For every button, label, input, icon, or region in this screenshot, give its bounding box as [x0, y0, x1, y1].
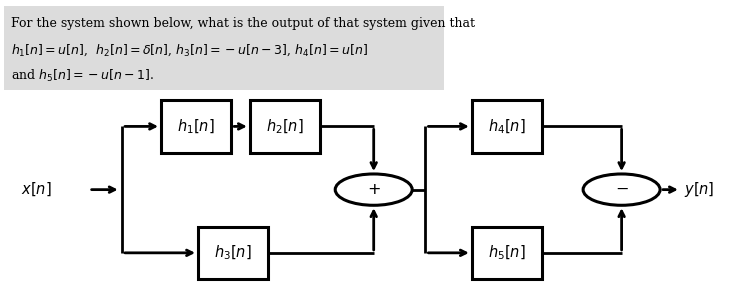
Text: $y[n]$: $y[n]$ [684, 180, 715, 199]
Text: −: − [615, 182, 628, 197]
FancyBboxPatch shape [472, 100, 542, 153]
FancyBboxPatch shape [4, 6, 444, 90]
Circle shape [583, 174, 660, 205]
Text: $h_4[n]$: $h_4[n]$ [488, 117, 525, 136]
FancyBboxPatch shape [198, 226, 269, 279]
Text: $x[n]$: $x[n]$ [21, 181, 52, 198]
Circle shape [335, 174, 412, 205]
Text: $h_1[n]$: $h_1[n]$ [178, 117, 215, 136]
FancyBboxPatch shape [250, 100, 320, 153]
Text: $h_3[n]$: $h_3[n]$ [215, 244, 252, 262]
Text: +: + [367, 182, 380, 197]
FancyBboxPatch shape [472, 226, 542, 279]
Text: For the system shown below, what is the output of that system given that: For the system shown below, what is the … [11, 17, 475, 29]
Text: $h_2[n]$: $h_2[n]$ [266, 117, 303, 136]
FancyBboxPatch shape [161, 100, 231, 153]
Text: $h_1[n] = u[n]$,  $h_2[n] = \delta[n]$, $h_3[n] = -u[n-3]$, $h_4[n] = u[n]$: $h_1[n] = u[n]$, $h_2[n] = \delta[n]$, $… [11, 42, 368, 57]
Text: $h_5[n]$: $h_5[n]$ [488, 244, 525, 262]
Text: and $h_5[n] = -u[n-1]$.: and $h_5[n] = -u[n-1]$. [11, 68, 155, 84]
